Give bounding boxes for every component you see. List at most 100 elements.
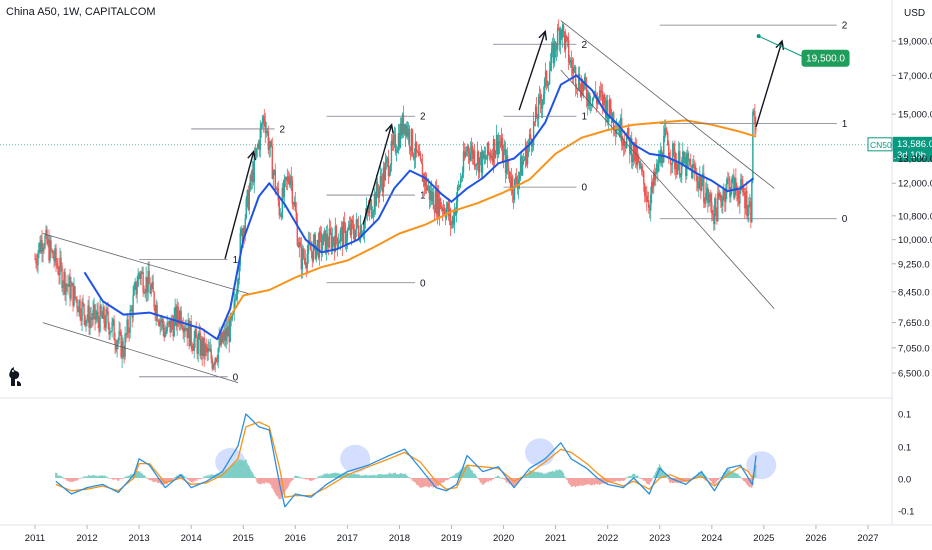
candle-body <box>149 283 151 294</box>
candle-body <box>498 141 501 144</box>
histogram-bar <box>343 472 345 478</box>
candle-body <box>63 271 65 285</box>
arrow-shaft <box>518 31 546 111</box>
candle-body <box>602 94 605 106</box>
candle-body <box>156 305 158 321</box>
histogram-bar <box>448 478 450 479</box>
x-tick-label: 2027 <box>857 533 878 544</box>
candle-body <box>354 229 357 240</box>
candle-body <box>245 198 247 219</box>
candle-body <box>259 128 261 150</box>
signal-line <box>55 421 757 498</box>
histogram-bar <box>262 478 264 483</box>
histogram-bar <box>534 472 537 478</box>
histogram-bar <box>348 473 350 478</box>
histogram-bar <box>550 471 553 478</box>
candle-body <box>475 164 478 166</box>
candle-body <box>396 149 399 153</box>
candle-body <box>112 319 114 322</box>
histogram-bar <box>573 478 576 487</box>
histogram-bar <box>665 476 668 478</box>
candle-body <box>394 134 397 153</box>
histogram-bar <box>100 476 102 478</box>
fib-level-label: 2 <box>279 124 285 135</box>
candle-body <box>487 142 490 154</box>
histogram-bar <box>363 474 365 478</box>
histogram-bar <box>199 478 201 480</box>
histogram-bar <box>470 470 473 478</box>
histogram-bar <box>655 470 658 478</box>
histogram-bar <box>336 473 338 478</box>
histogram-bar <box>607 478 610 483</box>
histogram-bar <box>699 472 702 478</box>
histogram-bar <box>514 478 517 486</box>
candle-body <box>478 157 481 173</box>
histogram-bar <box>170 478 172 482</box>
histogram-bar <box>409 478 411 479</box>
histogram-bar <box>85 477 87 478</box>
candle-body <box>134 281 136 288</box>
histogram-bar <box>748 478 751 488</box>
histogram-bar <box>531 470 534 478</box>
histogram-bar <box>432 478 434 488</box>
histogram-bar <box>307 478 309 480</box>
candle-body <box>375 181 378 207</box>
histogram-bar <box>60 476 62 478</box>
candle-body <box>139 273 141 279</box>
histogram-bar <box>146 477 148 479</box>
histogram-bar <box>487 478 490 482</box>
candle-body <box>677 164 679 175</box>
candle-body <box>275 189 277 191</box>
histogram-bar <box>73 478 75 481</box>
histogram-bar <box>142 474 144 478</box>
candle-body <box>512 194 515 201</box>
candle-body <box>359 225 362 241</box>
histogram-bar <box>243 461 245 478</box>
candle-body <box>712 213 714 216</box>
histogram-bar <box>385 474 387 478</box>
candle-body <box>289 176 292 185</box>
histogram-bar <box>263 478 265 485</box>
candle-body <box>491 155 494 163</box>
candle-body <box>715 198 717 210</box>
candle-body <box>213 364 215 366</box>
candle-body <box>573 66 576 68</box>
histogram-bar <box>352 473 354 478</box>
histogram-bar <box>589 478 592 486</box>
histogram-bar <box>230 466 232 478</box>
candle-body <box>670 158 672 165</box>
histogram-bar <box>733 472 736 478</box>
histogram-bar <box>183 476 185 478</box>
candle-body <box>140 273 142 279</box>
candle-body <box>199 332 201 356</box>
candle-body <box>719 194 721 198</box>
candle-body <box>197 337 199 354</box>
histogram-bar <box>110 478 112 479</box>
histogram-bar <box>145 477 147 479</box>
candle-body <box>165 331 167 334</box>
histogram-bar <box>208 476 210 478</box>
histogram-bar <box>391 474 393 478</box>
histogram-bar <box>544 474 547 478</box>
histogram-bar <box>613 478 616 483</box>
candle-body <box>159 320 161 326</box>
candle-body <box>437 189 440 217</box>
histogram-bar <box>309 478 311 481</box>
histogram-bar <box>616 478 619 481</box>
fib-level-label: 1 <box>581 112 587 123</box>
histogram-bar <box>623 478 626 481</box>
histogram-bar <box>650 478 653 481</box>
x-tick-label: 2021 <box>545 533 566 544</box>
histogram-bar <box>63 478 65 479</box>
candle-body <box>161 319 163 323</box>
candle-body <box>474 165 477 167</box>
candle-body <box>421 163 424 182</box>
candle-body <box>330 232 333 250</box>
histogram-bar <box>742 478 745 482</box>
candle-body <box>611 112 614 123</box>
histogram-bar <box>341 473 343 478</box>
candle-body <box>644 183 646 196</box>
histogram-bar <box>258 478 260 484</box>
candle-body <box>312 240 315 262</box>
candle-body <box>582 83 585 91</box>
